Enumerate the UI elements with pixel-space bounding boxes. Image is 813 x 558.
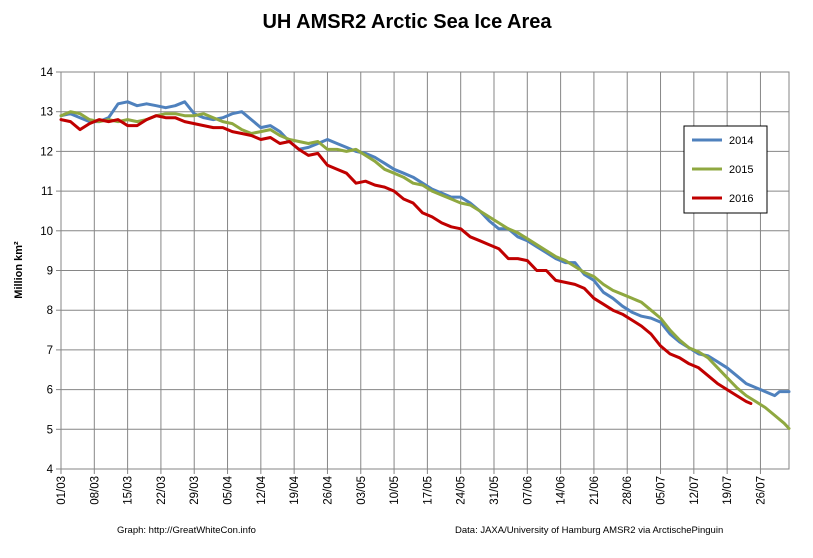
x-tick-label: 26/04 <box>322 475 334 504</box>
y-tick-label: 4 <box>47 464 54 476</box>
x-tick-label: 19/04 <box>289 475 301 504</box>
x-tick-label: 17/05 <box>422 476 434 505</box>
x-tick-label: 07/06 <box>522 476 534 505</box>
credit-left: Graph: http://GreatWhiteCon.info <box>117 525 256 536</box>
x-tick-label: 01/03 <box>56 476 68 505</box>
x-tick-label: 22/03 <box>156 476 168 505</box>
series-line-2014 <box>59 100 791 398</box>
y-tick-label: 10 <box>40 226 53 238</box>
legend-label-2015: 2015 <box>729 164 753 176</box>
x-tick-label: 10/05 <box>389 476 401 505</box>
x-tick-label: 29/03 <box>189 476 201 505</box>
x-tick-label: 12/07 <box>689 476 701 505</box>
y-tick-label: 7 <box>47 345 53 357</box>
x-tick-label: 15/03 <box>123 476 135 505</box>
chart-title: UH AMSR2 Arctic Sea Ice Area <box>262 11 552 33</box>
x-tick-label: 14/06 <box>556 476 568 505</box>
x-tick-label: 26/07 <box>755 476 767 505</box>
y-tick-label: 11 <box>41 186 53 198</box>
x-tick-label: 28/06 <box>622 476 634 505</box>
grid <box>61 71 789 470</box>
y-tick-label: 6 <box>47 385 53 397</box>
x-tick-label: 08/03 <box>89 476 101 505</box>
x-tick-label: 31/05 <box>489 476 501 505</box>
series-line-2016 <box>59 114 753 405</box>
y-tick-label: 9 <box>47 266 53 278</box>
y-tick-label: 13 <box>40 107 53 119</box>
x-tick-label: 12/04 <box>256 475 268 504</box>
y-tick-label: 12 <box>40 146 53 158</box>
legend-label-2014: 2014 <box>729 135 753 147</box>
y-tick-label: 5 <box>47 424 53 436</box>
x-tick-label: 05/07 <box>656 476 668 505</box>
y-axis-label: Million km² <box>13 241 25 299</box>
legend: 2014 2015 2016 <box>683 125 768 214</box>
x-tick-label: 05/04 <box>223 475 235 504</box>
y-tick-label: 14 <box>40 67 53 79</box>
x-tick-label: 24/05 <box>456 476 468 505</box>
series-lines <box>59 100 791 430</box>
y-axis-ticks: 4 5 6 7 8 9 10 11 12 13 14 <box>40 67 61 476</box>
legend-label-2016: 2016 <box>729 193 753 205</box>
x-tick-label: 21/06 <box>589 476 601 505</box>
series-line-2015 <box>59 110 791 430</box>
credit-right: Data: JAXA/University of Hamburg AMSR2 v… <box>455 525 723 536</box>
x-tick-label: 19/07 <box>722 476 734 505</box>
x-tick-label: 03/05 <box>356 476 368 505</box>
y-tick-label: 8 <box>47 305 53 317</box>
x-axis-ticks: 01/03 08/03 15/03 22/03 29/03 05/04 12/04 19/04… <box>56 469 767 505</box>
